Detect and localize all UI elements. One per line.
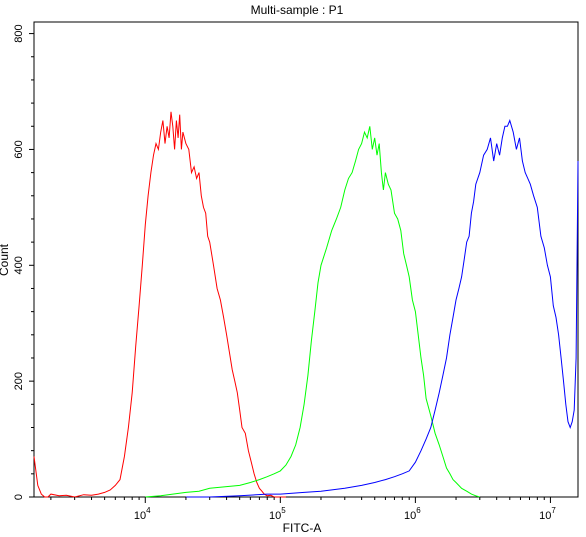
y-tick-label: 200 (13, 372, 25, 390)
y-axis-label: Count (0, 243, 11, 276)
y-tick-label: 600 (13, 140, 25, 158)
series-line-2 (145, 126, 480, 498)
plot-frame (33, 21, 579, 498)
y-tick-label: 400 (13, 256, 25, 274)
y-tick-label: 0 (13, 494, 25, 500)
x-tick-label: 104 (134, 506, 151, 522)
series-line-1 (33, 111, 286, 498)
x-tick-label: 105 (269, 506, 286, 522)
y-axis: 0 200 400 600 800 (13, 24, 34, 500)
y-tick-label: 800 (13, 24, 25, 42)
x-tick-label: 106 (404, 506, 421, 522)
series-line-3 (185, 118, 579, 498)
x-axis-label: FITC-A (283, 521, 322, 535)
chart-title: Multi-sample : P1 (251, 3, 344, 17)
plot-area (33, 21, 579, 498)
x-axis: 104 105 106 107 (50, 497, 556, 522)
x-tick-label: 107 (539, 506, 556, 522)
